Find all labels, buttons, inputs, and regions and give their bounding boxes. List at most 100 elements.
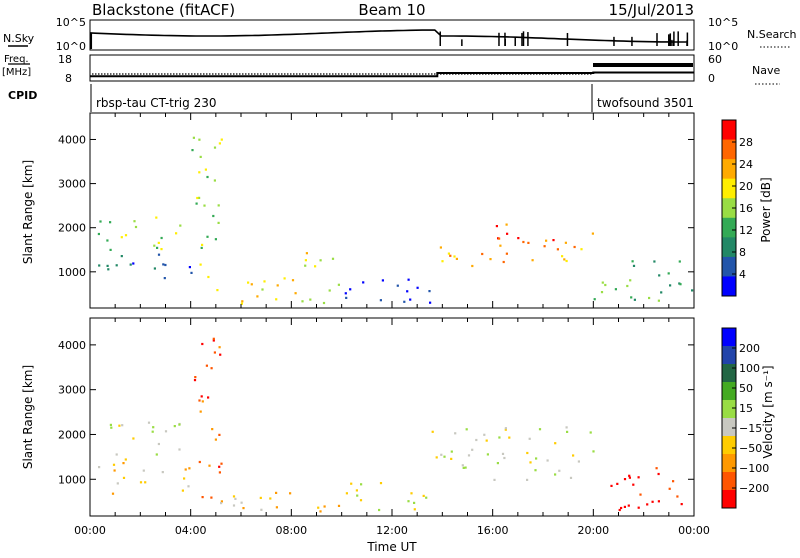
data-cell [396, 284, 399, 287]
power-data [97, 136, 694, 305]
power-panel-frame [89, 112, 695, 309]
colorbar-tick-label: 12 [739, 224, 753, 237]
colorbar-segment [722, 139, 736, 160]
y-tick-label: 3000 [58, 384, 86, 397]
data-cell [109, 423, 112, 426]
colorbar-tick-label: 20 [739, 180, 753, 193]
data-cell [406, 290, 409, 293]
nave-burst [593, 63, 693, 67]
data-cell [496, 462, 499, 465]
data-cell [275, 506, 278, 509]
data-cell [151, 430, 154, 433]
data-cell [203, 204, 206, 207]
nsearch-label: N.Search [747, 28, 797, 41]
data-cell [554, 442, 557, 445]
data-cell [443, 455, 446, 458]
data-cell [465, 428, 468, 431]
data-cell [294, 292, 297, 295]
colorbar-tick-label: −15 [739, 422, 762, 435]
x-tick-labels: 00:00 04:00 08:00 12:00 16:00 20:00 00:00 [74, 524, 710, 537]
data-cell [572, 454, 575, 457]
data-cell [198, 460, 201, 464]
data-cell [378, 508, 381, 512]
data-cell [498, 436, 501, 439]
data-cell [486, 453, 489, 456]
data-cell [337, 283, 340, 286]
data-cell [481, 252, 484, 256]
data-cell [648, 296, 651, 300]
data-cell [181, 489, 184, 492]
data-cell [256, 295, 259, 298]
data-cell [199, 410, 202, 413]
nave-tick-bottom: 0 [708, 72, 715, 85]
data-cell [178, 448, 181, 451]
data-cell [183, 477, 186, 480]
data-cell [623, 478, 627, 481]
data-cell [556, 248, 559, 251]
colorbar-segment [722, 418, 736, 437]
data-cell [337, 504, 341, 507]
site-title: Blackstone (fitACF) [92, 1, 235, 19]
data-cell [210, 496, 213, 499]
data-cell [502, 260, 505, 264]
data-cell [653, 260, 656, 263]
data-cell [232, 495, 236, 498]
data-cell [461, 464, 464, 467]
data-cell [144, 481, 147, 484]
data-cell [449, 254, 452, 257]
nsearch-tick-top: 10^5 [708, 16, 738, 29]
data-cell [499, 244, 502, 247]
data-cell [441, 260, 444, 263]
data-cell [359, 499, 363, 502]
data-cell [198, 399, 201, 402]
data-cell [275, 298, 278, 301]
cpid-segment-2: twofsound 3501 [597, 96, 694, 110]
data-cell [450, 457, 453, 460]
data-cell [319, 259, 322, 262]
data-cell [561, 255, 564, 258]
data-cell [489, 258, 492, 261]
nsearch-tick-bottom: 10^0 [708, 40, 738, 53]
freq-trace [90, 71, 694, 78]
data-cell [467, 454, 471, 457]
data-cell [591, 232, 594, 235]
data-cell [658, 274, 661, 277]
x-axis-label: Time UT [366, 540, 417, 554]
data-cell [538, 428, 542, 431]
data-cell [111, 492, 115, 495]
data-cell [485, 439, 488, 442]
data-cell [356, 494, 359, 497]
data-cell [132, 437, 135, 440]
data-cell [407, 278, 410, 281]
data-cell [213, 146, 217, 149]
data-cell [309, 298, 312, 301]
data-cell [97, 232, 100, 236]
velocity-colorbar-label: Velocity [m s⁻¹] [761, 365, 775, 458]
colorbar-tick-label: 28 [739, 136, 753, 149]
data-cell [155, 453, 158, 456]
data-cell [120, 236, 123, 239]
data-cell [241, 300, 244, 303]
data-cell [628, 474, 631, 477]
data-cell [188, 266, 191, 269]
data-cell [191, 149, 194, 152]
data-cell [198, 138, 201, 141]
nsky-tick-bottom: 10^0 [56, 40, 86, 53]
data-cell [162, 263, 165, 266]
data-cell [655, 467, 658, 470]
data-cell [506, 232, 509, 235]
colorbar-segment [722, 276, 736, 297]
data-cell [413, 501, 416, 504]
data-cell [220, 502, 223, 505]
data-cell [109, 248, 112, 251]
data-cell [554, 473, 557, 476]
nsky-spikes [439, 31, 689, 46]
data-cell [667, 272, 670, 275]
data-cell [120, 255, 123, 258]
data-cell [216, 289, 219, 292]
data-cell [422, 494, 425, 497]
colorbar-tick-label: 15 [739, 402, 753, 415]
data-cell [200, 246, 203, 249]
data-cell [161, 471, 164, 474]
freq-label-1: Freq. [4, 54, 29, 65]
